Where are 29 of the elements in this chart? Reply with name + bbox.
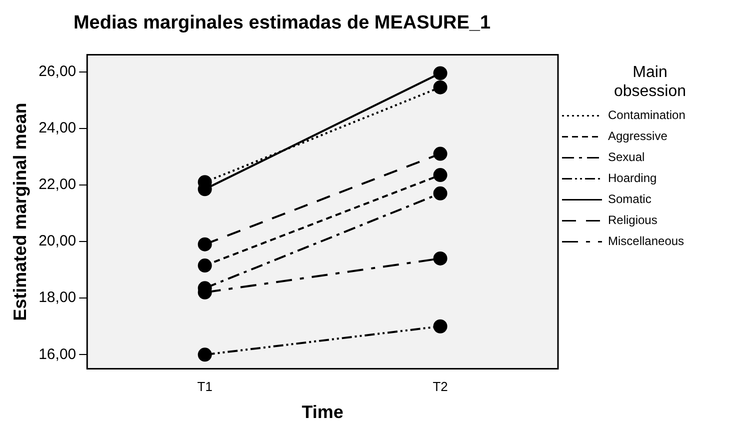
x-tick-label: T2 [432, 379, 448, 394]
point [433, 319, 448, 334]
point [433, 66, 448, 80]
legend-label: Hoarding [608, 171, 657, 186]
point [433, 186, 448, 200]
legend-label: Aggressive [608, 129, 668, 144]
legend-title: Main obsession [614, 64, 686, 100]
y-tick-label: 16,00 [38, 346, 76, 363]
x-axis-title: Time [302, 402, 344, 422]
point [433, 80, 448, 94]
point [198, 348, 212, 362]
legend-label: Somatic [608, 192, 652, 206]
y-tick-label: 20,00 [38, 232, 76, 250]
y-axis-title: Estimated marginal mean [10, 102, 30, 321]
point [433, 168, 448, 182]
legend-label: Miscellaneous [608, 234, 684, 248]
y-tick-label: 24,00 [38, 119, 76, 136]
legend-label: Sexual [608, 150, 645, 164]
point [433, 146, 448, 161]
y-tick-label: 22,00 [38, 176, 76, 194]
point [198, 237, 212, 252]
point [433, 251, 448, 266]
y-tick-label: 26,00 [38, 62, 76, 80]
chart-title: Medias marginales estimadas de MEASURE_1 [73, 12, 491, 34]
legend-label: Contamination [608, 108, 686, 122]
x-tick-label: T1 [197, 379, 212, 394]
y-tick-label: 18,00 [38, 289, 76, 306]
legend-label: Religious [608, 213, 658, 228]
point [198, 258, 212, 273]
